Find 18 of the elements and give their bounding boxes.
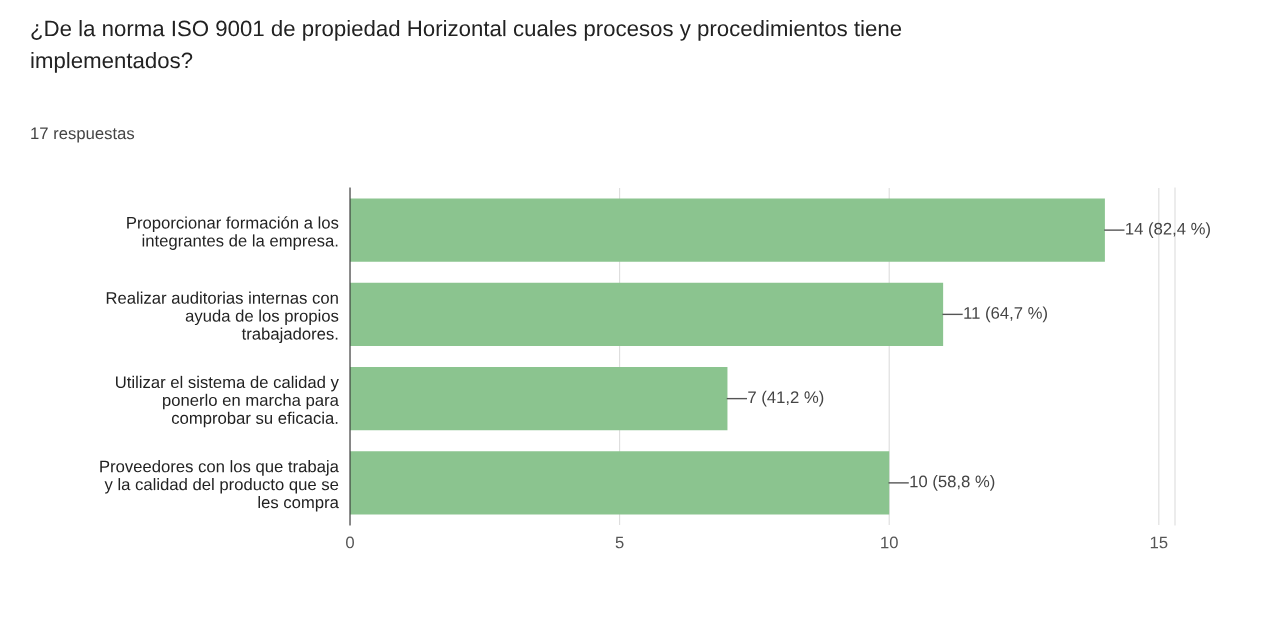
y-tick-label: Realizar auditorias internas con ayuda de los propios trabajadores. [106, 291, 339, 344]
data-label: 11 (64,7 %) [964, 306, 1047, 323]
data-label: 10 (58,8 %) [910, 475, 995, 491]
bar [350, 367, 728, 431]
y-tick-label: Proporcionar formación a los integrantes de la empresa. [127, 216, 339, 250]
data-label: 7 (41,2 %) [748, 390, 824, 407]
chart-title: ¿De la norma ISO 9001 de propiedad Horizontal cuales procesos y procedimientos tiene implementados? [31, 20, 902, 73]
data-label: 14 (82,4 %) [1126, 222, 1210, 238]
x-tick-label: 0 [346, 536, 354, 549]
y-tick-label: Proveedores con los que trabaja y la calidad del producto que se les compra [100, 460, 339, 512]
x-tick-label: 5 [615, 536, 624, 549]
bar [350, 282, 944, 346]
x-tick-label: 15 [1150, 536, 1168, 549]
y-tick-label: Utilizar el sistema de calidad y ponerlo en marcha para comprobar su eficacia. [116, 375, 339, 428]
bar [350, 451, 890, 515]
bar [350, 198, 1105, 262]
text: 17 respuestas [31, 127, 135, 143]
x-tick-label: 10 [881, 536, 898, 549]
